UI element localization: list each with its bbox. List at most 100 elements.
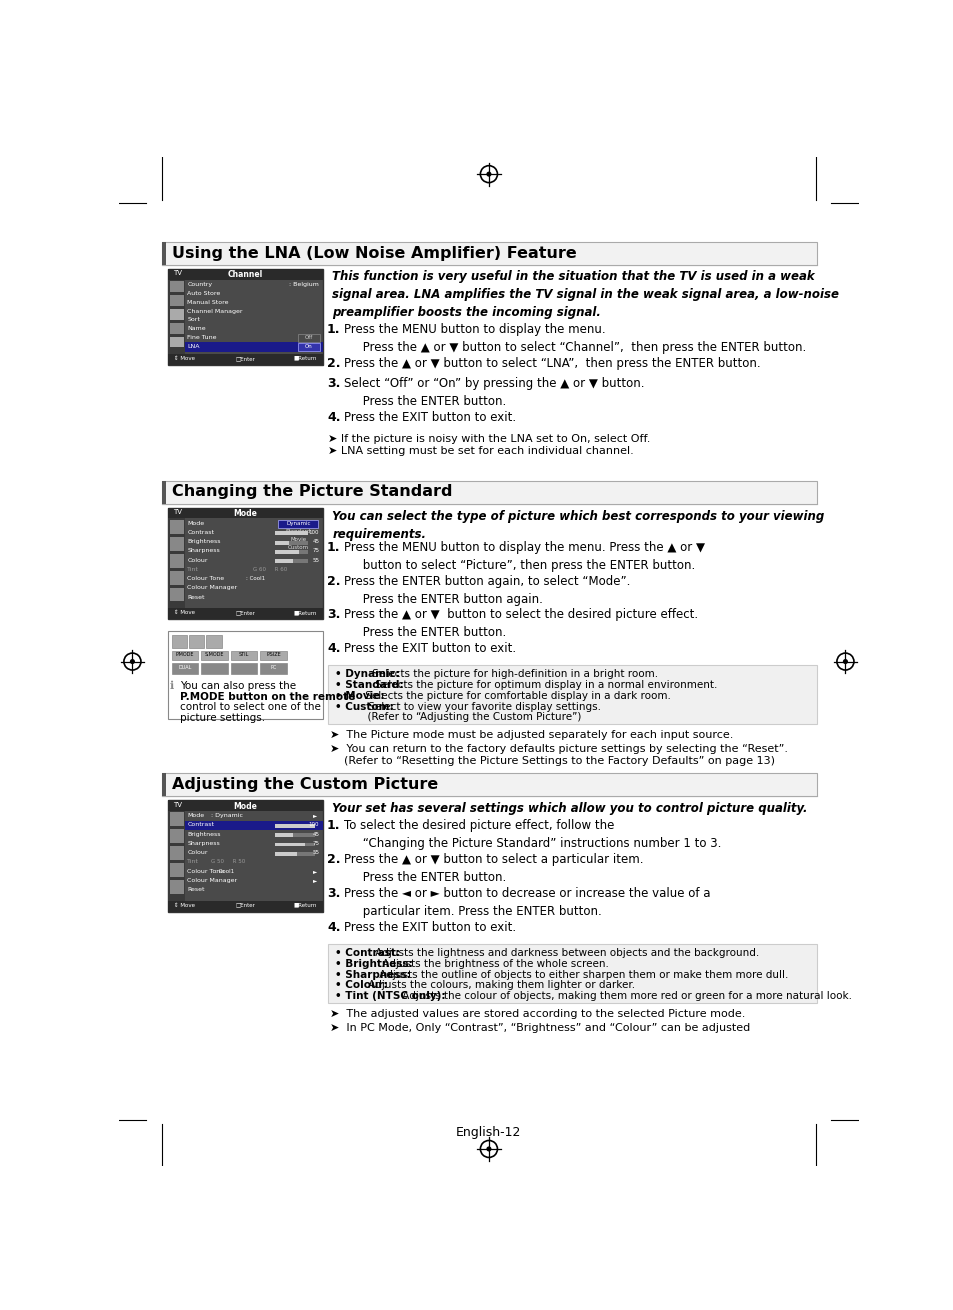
Text: Press the EXIT button to exit.: Press the EXIT button to exit. xyxy=(344,921,516,934)
Bar xyxy=(170,571,183,584)
Text: This function is very useful in the situation that the TV is used in a weak
sign: This function is very useful in the situ… xyxy=(332,270,839,320)
Bar xyxy=(170,282,183,292)
Text: Dynamic: Dynamic xyxy=(286,520,310,525)
Text: 45: 45 xyxy=(312,832,319,837)
Text: Colour: Colour xyxy=(187,850,208,855)
Text: Press the ▲ or ▼ button to select “LNA”,  then press the ENTER button.: Press the ▲ or ▼ button to select “LNA”,… xyxy=(344,356,760,369)
Text: Channel Manager: Channel Manager xyxy=(187,309,243,313)
Bar xyxy=(170,880,183,895)
Text: (Refer to “Resetting the Picture Settings to the Factory Defaults” on page 13): (Refer to “Resetting the Picture Setting… xyxy=(344,756,774,766)
Text: Channel: Channel xyxy=(228,270,263,279)
Text: Colour Tone: Colour Tone xyxy=(187,576,224,582)
Bar xyxy=(185,821,323,831)
Bar xyxy=(185,342,323,351)
Bar xyxy=(168,630,323,719)
Bar xyxy=(274,550,307,554)
Bar xyxy=(274,824,315,828)
Text: 75: 75 xyxy=(312,841,319,846)
Text: 45: 45 xyxy=(312,540,319,544)
Bar xyxy=(274,833,315,837)
Circle shape xyxy=(842,659,847,664)
Circle shape xyxy=(130,659,134,664)
Bar xyxy=(168,269,323,279)
Text: ⇕ Move: ⇕ Move xyxy=(174,903,195,908)
Circle shape xyxy=(486,172,491,177)
Text: P.SIZE: P.SIZE xyxy=(266,651,280,656)
Bar xyxy=(170,588,183,601)
Text: • Brightness:: • Brightness: xyxy=(335,959,412,969)
Text: 55: 55 xyxy=(312,850,319,855)
Bar xyxy=(168,800,323,811)
Text: ➤  The adjusted values are stored according to the selected Picture mode.: ➤ The adjusted values are stored accordi… xyxy=(330,1009,744,1019)
Text: ⇕ Move: ⇕ Move xyxy=(174,610,195,614)
Bar xyxy=(201,663,228,673)
Text: Country: Country xyxy=(187,282,213,287)
Bar xyxy=(172,635,187,647)
Text: ■Return: ■Return xyxy=(294,610,316,614)
Text: • Contrast:: • Contrast: xyxy=(335,948,399,958)
Bar xyxy=(168,269,323,365)
Text: Manual Store: Manual Store xyxy=(187,300,229,305)
Text: 1.: 1. xyxy=(327,322,340,335)
Bar xyxy=(274,541,307,545)
Text: 100: 100 xyxy=(309,529,319,534)
Text: 1.: 1. xyxy=(327,819,340,832)
Bar xyxy=(298,334,319,342)
Bar xyxy=(170,520,183,533)
Text: Tint: Tint xyxy=(187,567,199,572)
Text: • Movie:: • Movie: xyxy=(335,690,384,701)
Bar xyxy=(170,309,183,320)
Bar xyxy=(274,842,315,846)
Text: P.MODE button on the remote: P.MODE button on the remote xyxy=(179,692,355,702)
Bar xyxy=(170,863,183,878)
Text: G 50     R 50: G 50 R 50 xyxy=(211,859,245,865)
Text: ►: ► xyxy=(313,814,316,819)
Text: 4.: 4. xyxy=(327,921,340,934)
Bar xyxy=(274,532,307,536)
Text: English-12: English-12 xyxy=(456,1125,521,1138)
Bar xyxy=(206,635,221,647)
Text: Mode: Mode xyxy=(233,510,257,517)
Text: Select “Off” or “On” by pressing the ▲ or ▼ button.
     Press the ENTER button.: Select “Off” or “On” by pressing the ▲ o… xyxy=(344,377,644,407)
Bar xyxy=(170,846,183,861)
Text: □Enter: □Enter xyxy=(235,610,255,614)
Text: • Dynamic:: • Dynamic: xyxy=(335,669,399,680)
Bar xyxy=(278,520,318,528)
Text: : Belgium: : Belgium xyxy=(289,282,319,287)
Text: Mode: Mode xyxy=(233,802,257,811)
Text: 55: 55 xyxy=(312,558,319,562)
Bar xyxy=(168,901,323,912)
Text: You can also press the: You can also press the xyxy=(179,681,295,690)
Text: ■Return: ■Return xyxy=(294,903,316,908)
Text: ➤  In PC Mode, Only “Contrast”, “Brightness” and “Colour” can be adjusted: ➤ In PC Mode, Only “Contrast”, “Brightne… xyxy=(330,1023,749,1032)
Bar xyxy=(274,532,307,536)
Text: STIL: STIL xyxy=(238,651,249,656)
Bar xyxy=(170,295,183,305)
Text: To select the desired picture effect, follow the
     “Changing the Picture Stan: To select the desired picture effect, fo… xyxy=(344,819,720,850)
Text: 2.: 2. xyxy=(327,575,340,588)
Bar xyxy=(162,242,166,265)
Text: Auto Store: Auto Store xyxy=(187,291,220,296)
Text: (Refer to “Adjusting the Custom Picture”): (Refer to “Adjusting the Custom Picture”… xyxy=(335,713,580,722)
Text: Off: Off xyxy=(305,335,313,341)
Bar xyxy=(162,481,816,504)
Text: Your set has several settings which allow you to control picture quality.: Your set has several settings which allo… xyxy=(332,803,807,815)
Bar xyxy=(172,651,198,660)
Text: ⇕ Move: ⇕ Move xyxy=(174,356,195,360)
Bar xyxy=(298,343,319,351)
Text: ➤ LNA setting must be set for each individual channel.: ➤ LNA setting must be set for each indiv… xyxy=(328,445,634,456)
Text: Colour Manager: Colour Manager xyxy=(187,878,237,883)
Text: Press the MENU button to display the menu.
     Press the ▲ or ▼ button to selec: Press the MENU button to display the men… xyxy=(344,322,805,354)
Bar xyxy=(168,811,185,901)
Text: • Colour:: • Colour: xyxy=(335,980,387,990)
Text: TV: TV xyxy=(172,270,181,276)
Bar xyxy=(274,842,305,846)
Bar xyxy=(170,812,183,827)
Bar xyxy=(274,541,289,545)
Text: Name: Name xyxy=(187,326,206,331)
Text: Colour: Colour xyxy=(187,558,208,562)
Text: ■Return: ■Return xyxy=(294,356,316,360)
Text: ➤  The Picture mode must be adjusted separately for each input source.: ➤ The Picture mode must be adjusted sepa… xyxy=(330,730,733,740)
Text: P.MODE: P.MODE xyxy=(175,651,194,656)
Bar xyxy=(170,322,183,334)
